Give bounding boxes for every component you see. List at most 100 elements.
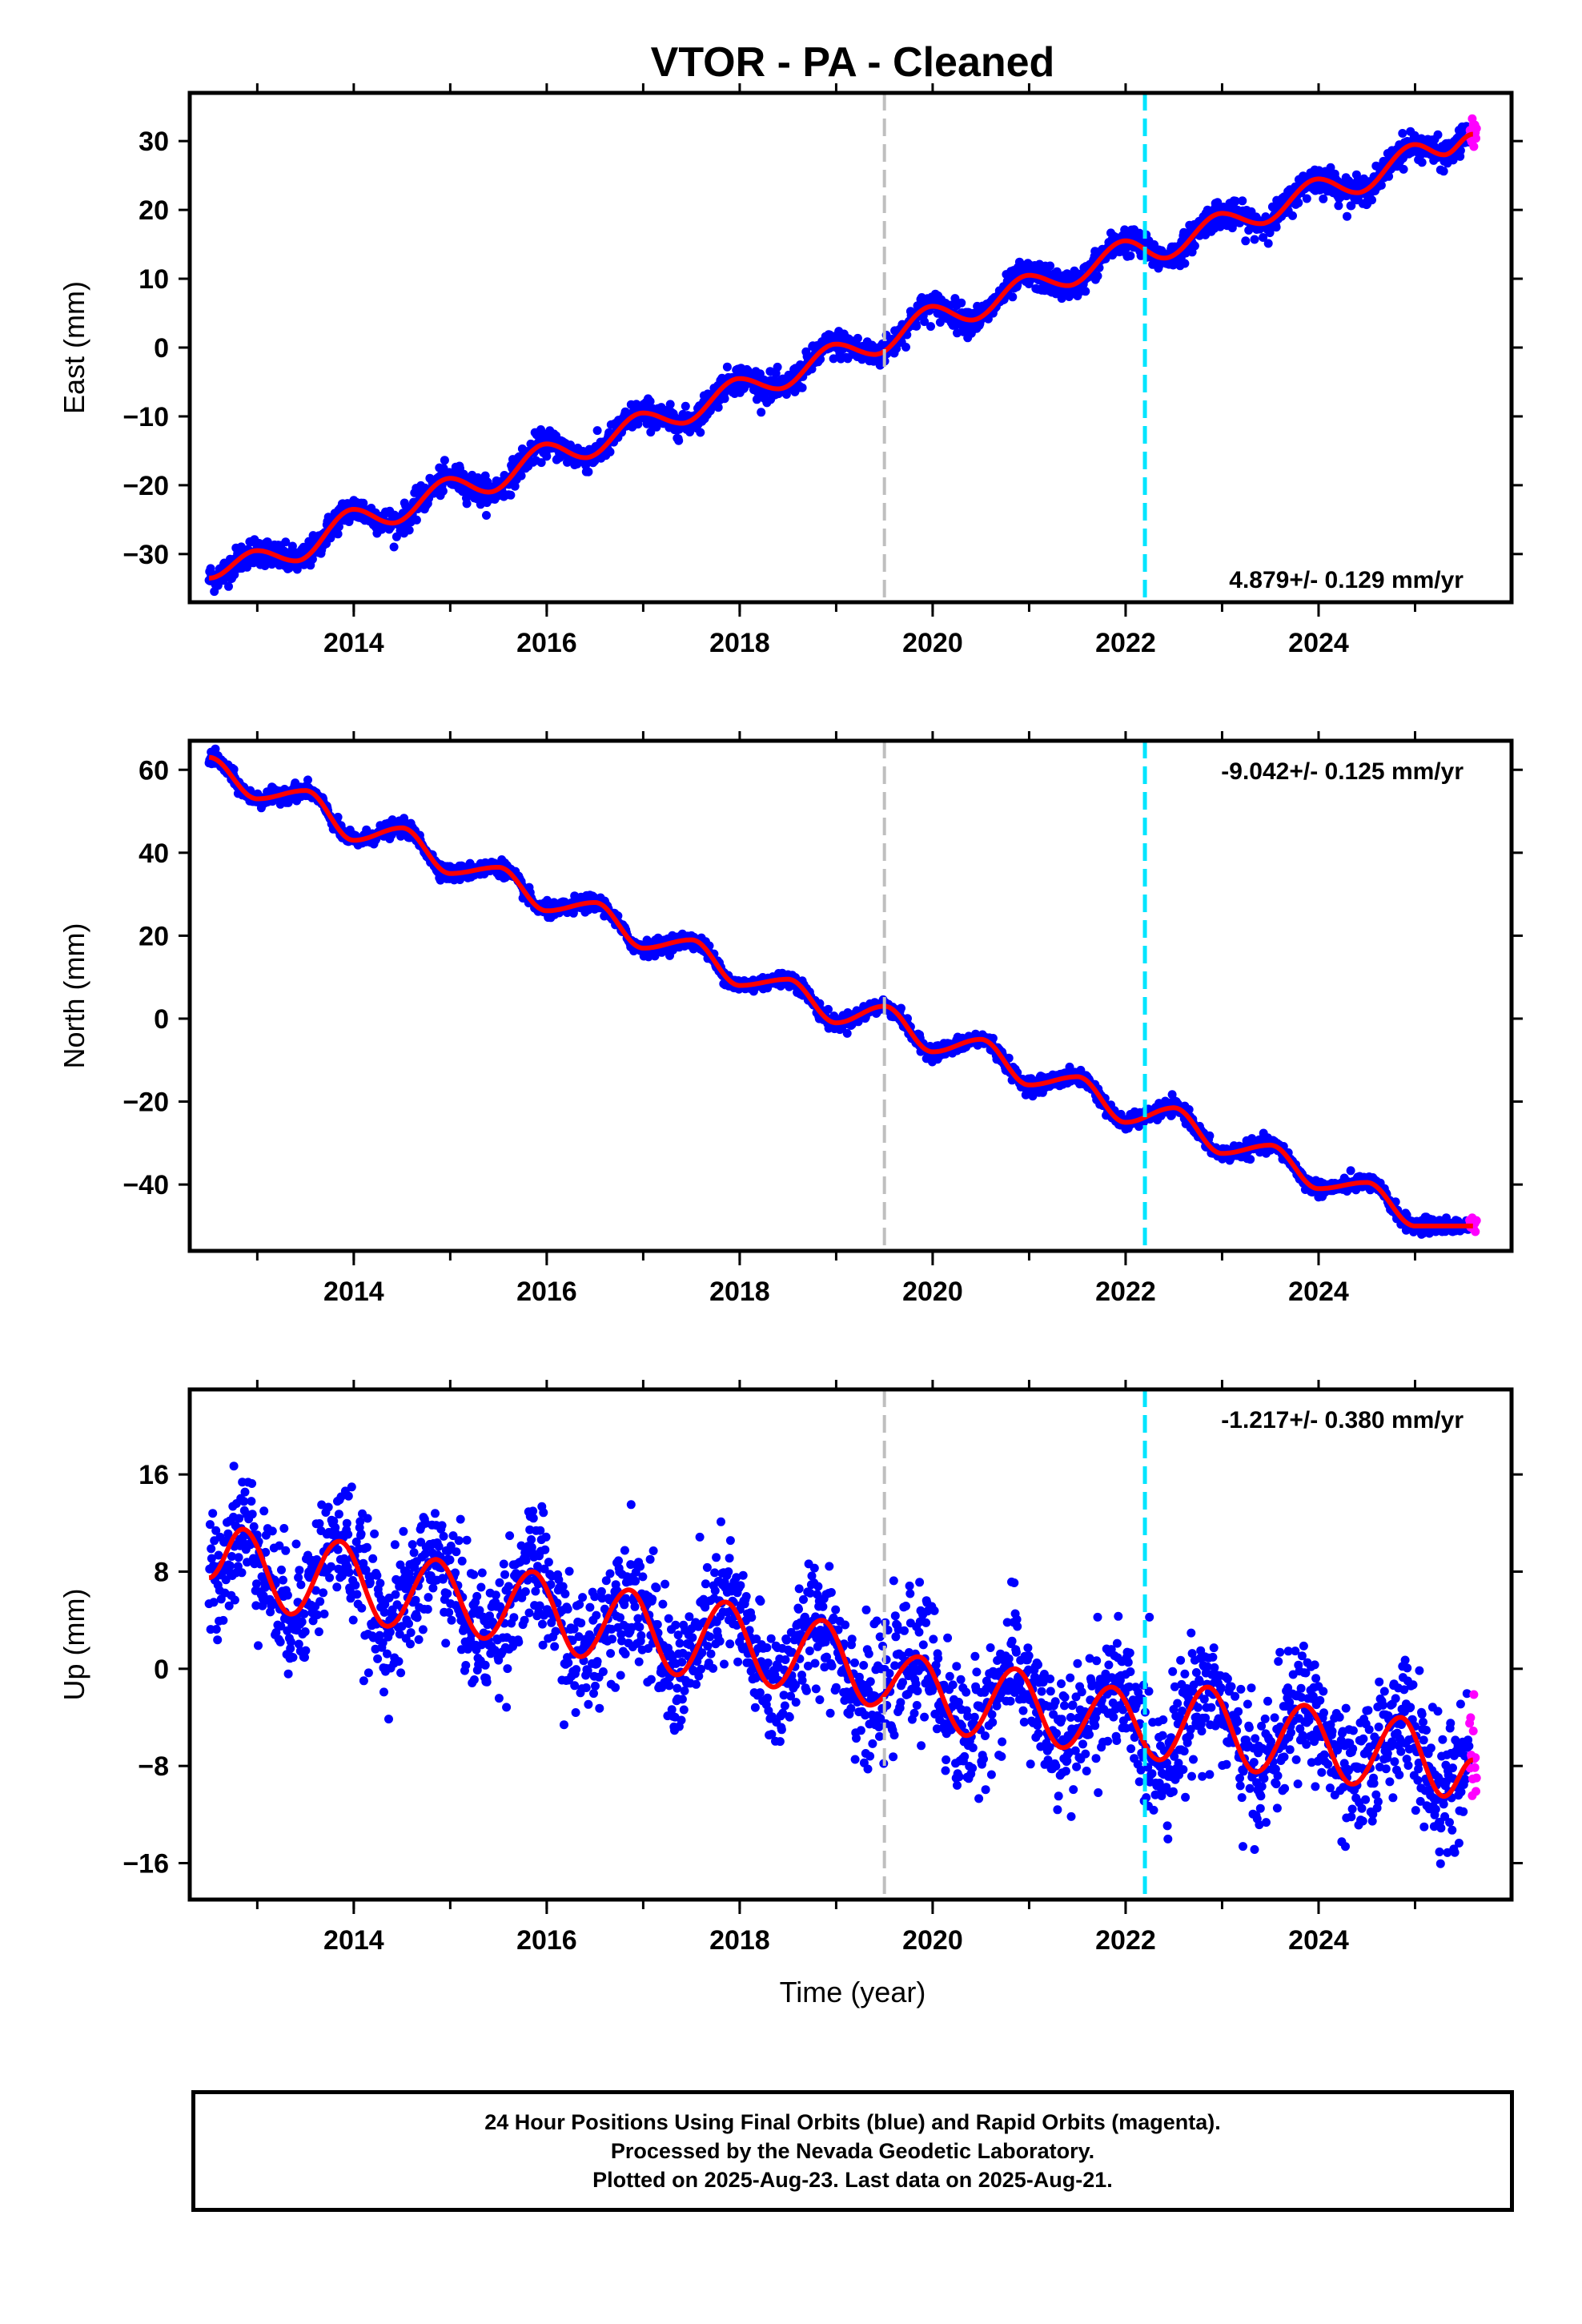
final-orbit-point [1180,259,1190,268]
final-orbit-point [1433,130,1443,139]
x-tick-label: 2016 [516,628,577,658]
final-orbit-point [1376,180,1386,190]
final-orbit-point [1319,194,1328,203]
final-orbit-point [307,554,317,564]
final-orbit-point [584,467,593,476]
y-tick-label: 0 [154,333,169,364]
final-orbit-point [722,362,732,372]
x-tick-label: 2024 [1288,1277,1349,1307]
rapid-orbit-point [1472,134,1480,143]
final-orbit-point [211,744,220,754]
model-fit-line [209,131,1473,581]
final-orbit-point [1231,196,1240,206]
rapid-orbit-point [1472,123,1481,133]
final-orbit-point [281,537,291,547]
final-orbit-point [1326,163,1335,172]
final-orbit-point [230,1595,239,1605]
final-orbit-point [211,1625,221,1634]
final-orbit-point [213,1635,223,1645]
final-orbit-point [1238,196,1247,206]
final-orbit-point [1190,241,1199,251]
final-orbit-point [214,1550,223,1560]
final-orbit-point [219,1615,228,1625]
final-orbit-point [1126,251,1135,260]
final-orbit-point [506,490,516,500]
final-orbit-point [1134,228,1144,238]
final-orbit-point [829,354,838,364]
y-axis-label: North (mm) [58,923,90,1069]
final-orbit-point [237,1568,247,1578]
final-orbit-point [1417,158,1427,167]
final-orbit-point [229,1462,239,1471]
final-orbit-point [1246,1155,1255,1164]
y-tick-label: −30 [122,540,169,570]
rate-label: -9.042+/- 0.125 mm/yr [1221,758,1464,785]
rapid-orbit-point [1469,142,1479,151]
final-orbit-point [223,1529,233,1538]
final-orbit-point [1263,239,1273,248]
final-orbit-point [1241,236,1251,246]
x-tick-label: 2022 [1095,1277,1156,1307]
final-orbit-point [1294,198,1303,207]
y-tick-label: 40 [139,838,169,869]
final-orbit-point [901,343,910,352]
final-orbit-point [1346,1166,1355,1176]
final-orbit-point [333,812,343,822]
y-tick-label: −40 [122,1170,169,1200]
y-tick-label: 30 [139,127,169,157]
final-orbit-point [1271,223,1281,232]
final-orbit-point [440,456,449,465]
final-orbit-point [1259,233,1268,242]
final-orbit-point [224,1601,234,1610]
figure-title: VTOR - PA - Cleaned [651,39,1055,86]
final-orbit-point [230,570,239,580]
final-orbit-point [1439,167,1448,176]
final-orbit-point [462,499,472,509]
x-tick-label: 2018 [709,1277,770,1307]
plot-frame [187,738,1514,1253]
final-orbit-point [211,1526,221,1535]
rapid-orbit-point [1471,1227,1480,1236]
rate-label: 4.879+/- 0.129 mm/yr [1229,567,1464,593]
y-tick-label: 20 [139,921,169,951]
final-orbit-point [209,1598,219,1607]
final-orbit-point [674,436,684,445]
rapid-orbit-point [1472,1216,1481,1225]
final-orbit-point [227,1552,236,1561]
final-orbit-point [334,522,343,532]
final-orbit-point [757,408,766,417]
final-orbit-point [592,426,602,436]
final-orbit-point [1367,195,1376,205]
final-orbit-point [234,1553,243,1562]
final-orbit-point [1343,211,1351,221]
final-orbit-point [605,447,615,456]
final-orbit-point [510,481,520,491]
final-orbit-point [1302,194,1311,203]
final-orbit-point [1399,164,1408,174]
final-orbit-point [842,1028,852,1038]
x-tick-label: 2014 [323,628,384,658]
final-orbit-point [1093,271,1102,281]
final-orbit-point [1081,287,1090,296]
final-orbit-point [208,1509,218,1518]
final-orbit-point [681,401,690,411]
final-orbit-point [516,471,526,480]
final-orbit-point [1184,1105,1194,1114]
final-orbit-point [224,581,233,591]
final-orbit-point [1250,235,1259,244]
x-tick-label: 2024 [1288,628,1349,658]
final-orbit-point [404,525,414,535]
final-orbit-point [229,765,239,774]
final-orbit-point [287,541,297,551]
final-orbit-point [713,403,723,412]
final-orbit-point [333,529,343,539]
data-points [204,1462,1481,1868]
final-orbit-point [207,1554,216,1563]
model-fit-line [208,754,1473,1228]
final-orbit-point [1398,129,1407,138]
y-tick-label: 60 [139,755,169,786]
